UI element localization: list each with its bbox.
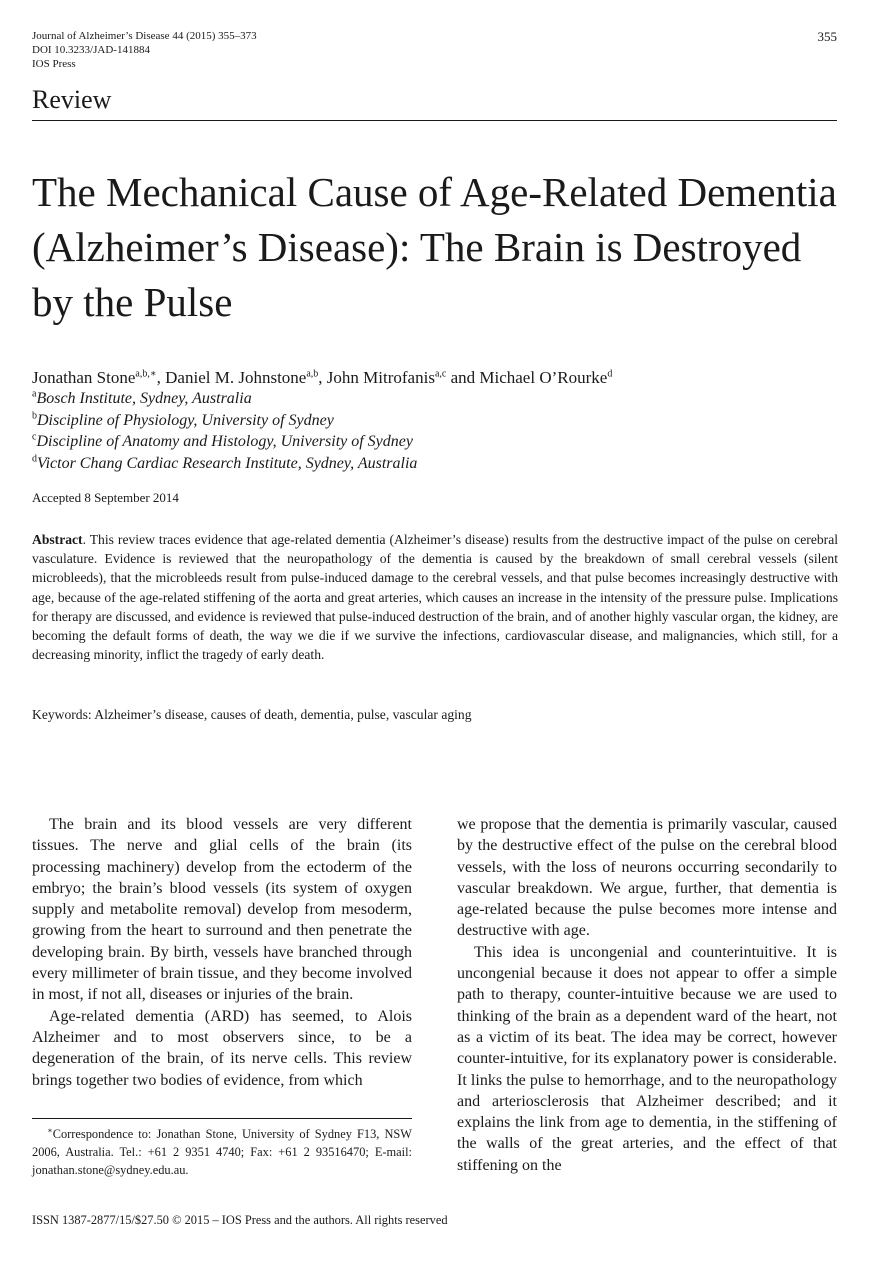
affiliation-text: Victor Chang Cardiac Research Institute,… [37,454,418,472]
affiliation-mark: c [32,431,37,443]
author-name: John Mitrofanis [326,368,435,387]
affiliation-list: aBosch Institute, Sydney, Australia bDis… [32,388,417,474]
affiliation-mark: a [32,388,37,400]
author-name: Michael O’Rourke [479,368,608,387]
abstract-label: Abstract [32,532,83,547]
publisher: IOS Press [32,58,76,70]
body-paragraph: we propose that the dementia is primaril… [457,816,837,940]
author-affiliation-mark: a,b,∗ [135,368,157,380]
affiliation-text: Discipline of Anatomy and Histology, Uni… [36,433,413,450]
abstract: Abstract. This review traces evidence th… [32,530,838,664]
affiliation: cDiscipline of Anatomy and Histology, Un… [32,431,417,453]
keywords: Keywords: Alzheimer’s disease, causes of… [32,707,472,722]
correspondence-footnote: ∗Correspondence to: Jonathan Stone, Univ… [32,1122,412,1179]
affiliation-mark: d [32,453,37,465]
page-number: 355 [817,29,838,44]
author-name: Daniel M. Johnstone [165,368,307,387]
body-paragraph: The brain and its blood vessels are very… [32,816,412,1004]
author-list: Jonathan Stonea,b,∗, Daniel M. Johnstone… [32,367,612,388]
doi: DOI 10.3233/JAD-141884 [32,44,150,56]
body-paragraph: This idea is uncongenial and counterintu… [457,943,837,1174]
affiliation-mark: b [32,410,37,422]
footnote-text: Correspondence to: Jonathan Stone, Unive… [32,1127,413,1178]
journal-header: Journal of Alzheimer’s Disease 44 (2015)… [32,29,257,71]
author-name: Jonathan Stone [32,368,136,387]
issn-copyright: ISSN 1387-2877/15/$27.50 © 2015 – IOS Pr… [32,1213,448,1227]
affiliation: dVictor Chang Cardiac Research Institute… [32,453,417,475]
author-separator: , [156,368,166,387]
affiliation-text: Bosch Institute, Sydney, Australia [36,390,252,407]
author-affiliation-mark: d [607,368,613,380]
author-separator: , [318,368,327,387]
footnote-rule [32,1118,412,1119]
author-affiliation-mark: a,c [434,368,447,380]
footnote-mark: ∗ [47,1126,53,1135]
accepted-date: Accepted 8 September 2014 [32,490,179,505]
author-affiliation-mark: a,b [306,368,319,380]
abstract-text: . This review traces evidence that age-r… [32,532,838,663]
journal-citation: Journal of Alzheimer’s Disease 44 (2015)… [32,30,257,42]
section-label: Review [32,85,112,114]
article-title: The Mechanical Cause of Age-Related Deme… [32,169,837,325]
body-column-left: The brain and its blood vessels are very… [32,814,412,1091]
affiliation-text: Discipline of Physiology, University of … [37,411,334,429]
affiliation: bDiscipline of Physiology, University of… [32,410,417,432]
header-rule [32,120,837,121]
body-paragraph: Age-related dementia (ARD) has seemed, t… [32,1007,412,1089]
author-separator: and [446,368,480,387]
body-column-right: we propose that the dementia is primaril… [457,814,837,1176]
affiliation: aBosch Institute, Sydney, Australia [32,388,417,410]
